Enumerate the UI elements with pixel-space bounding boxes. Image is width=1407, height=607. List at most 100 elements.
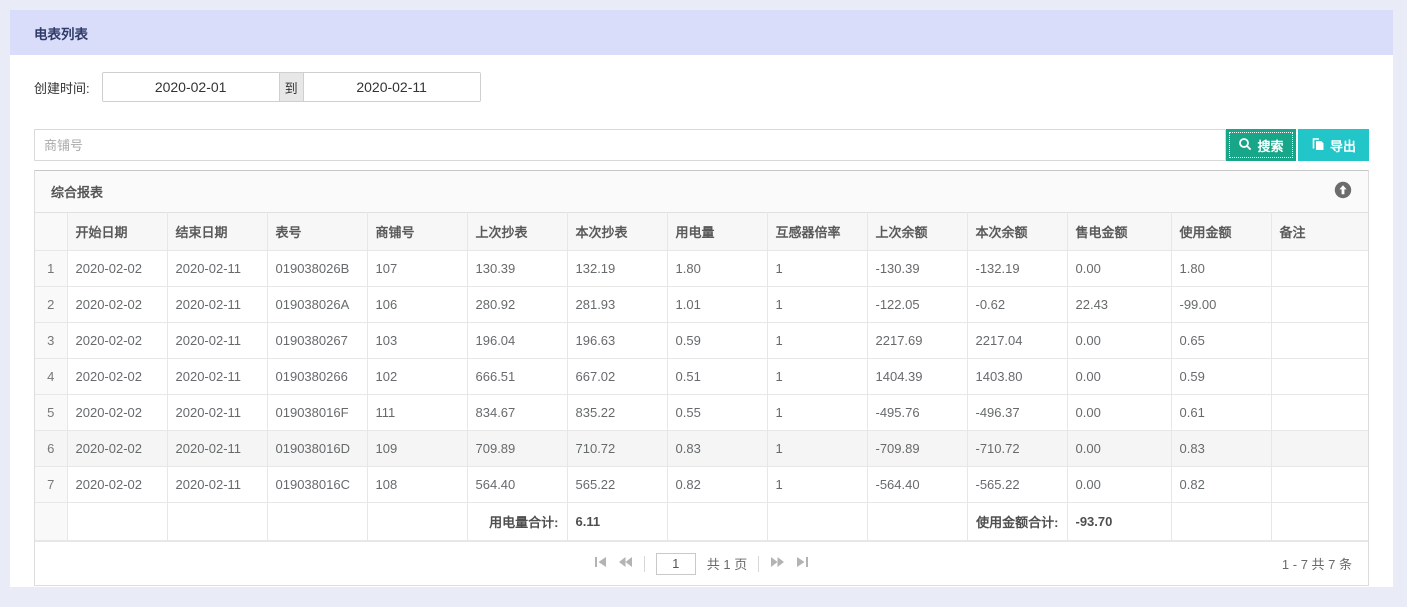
column-header[interactable]: 上次余额 [866,212,968,251]
table-cell: 2217.69 [866,322,968,359]
date-from-input[interactable] [102,73,279,101]
table-cell [1270,430,1368,467]
table-row[interactable]: 3 2020-02-02 2020-02-11 0190380267 103 196.04… [35,322,1368,359]
table-cell: 0.82 [1170,466,1272,503]
pager-controls: 共 1 页 [594,552,809,575]
card-body: 创建时间: 到 搜索 导出 [10,55,1393,586]
table-cell: 0.61 [1170,394,1272,431]
table-cell: 019038016F [266,394,368,431]
table-cell: 019038026B [266,250,368,287]
summary-empty-cell [166,502,268,541]
table-cell: 1 [766,358,868,395]
table-cell: 0.00 [1066,250,1172,287]
table-cell: 0.83 [666,430,768,467]
table-cell: -130.39 [866,250,968,287]
meter-report-table: 开始日期 结束日期 表号 商铺号 上次抄表 本次抄表 用电量 互感器倍率 上次余… [35,212,1368,541]
table-cell: 2020-02-02 [66,250,168,287]
table-cell: 2020-02-02 [66,358,168,395]
last-page-button[interactable] [796,556,809,571]
table-cell: 564.40 [466,466,568,503]
collapse-panel-button[interactable] [1334,181,1352,202]
table-cell: -565.22 [966,466,1068,503]
table-cell: 0.59 [1170,358,1272,395]
table-cell: 196.04 [466,322,568,359]
search-button[interactable]: 搜索 [1226,129,1296,161]
column-header[interactable]: 商铺号 [366,212,468,251]
table-cell: 109 [366,430,468,467]
table-row[interactable]: 5 2020-02-02 2020-02-11 019038016F 111 834.67… [35,394,1368,431]
table-cell: 0.00 [1066,394,1172,431]
column-header[interactable]: 结束日期 [166,212,268,251]
column-header[interactable]: 表号 [266,212,368,251]
row-index: 7 [35,466,68,503]
table-cell: 2020-02-02 [66,322,168,359]
panel-title: 综合报表 [51,185,104,200]
next-page-button[interactable] [770,556,785,571]
row-index: 4 [35,358,68,395]
table-cell: 2020-02-02 [66,430,168,467]
page-number-input[interactable] [655,552,696,575]
table-row[interactable]: 4 2020-02-02 2020-02-11 0190380266 102 666.51… [35,358,1368,395]
table-cell: 0.59 [666,322,768,359]
table-cell: 2020-02-11 [166,430,268,467]
table-row[interactable]: 1 2020-02-02 2020-02-11 019038026B 107 130.39… [35,250,1368,287]
table-cell: 2020-02-11 [166,250,268,287]
column-header[interactable]: 使用金额 [1170,212,1272,251]
date-to-input[interactable] [303,73,480,101]
record-range-info: 1 - 7 共 7 条 [1281,557,1352,572]
first-page-button[interactable] [594,556,607,571]
pager-divider [643,555,645,572]
table-cell: -99.00 [1170,286,1272,323]
panel-header: 综合报表 [35,171,1368,212]
total-pages-label: 共 1 页 [706,557,748,572]
prev-page-button[interactable] [618,556,633,571]
table-cell: -122.05 [866,286,968,323]
table-row[interactable]: 6 2020-02-02 2020-02-11 019038016D 109 709.89… [35,430,1368,467]
table-cell: 111 [366,394,468,431]
export-copy-icon [1311,137,1325,154]
created-time-label: 创建时间: [34,80,90,96]
export-button[interactable]: 导出 [1298,129,1369,161]
table-cell: 0.00 [1066,322,1172,359]
table-cell: 103 [366,322,468,359]
column-header[interactable]: 备注 [1270,212,1368,251]
table-cell: 22.43 [1066,286,1172,323]
usage-total-label: 用电量合计: [466,502,568,541]
table-row[interactable]: 7 2020-02-02 2020-02-11 019038016C 108 564.40… [35,466,1368,503]
summary-index-cell [35,502,68,541]
table-cell: 2217.04 [966,322,1068,359]
summary-empty-cell [366,502,468,541]
table-cell: -564.40 [866,466,968,503]
table-cell: 0190380266 [266,358,368,395]
column-header[interactable]: 互感器倍率 [766,212,868,251]
column-header[interactable]: 本次抄表 [566,212,668,251]
column-header[interactable]: 上次抄表 [466,212,568,251]
table-cell: 835.22 [566,394,668,431]
column-header[interactable]: 售电金额 [1066,212,1172,251]
table-cell: 0.00 [1066,430,1172,467]
table-cell: 0.65 [1170,322,1272,359]
table-cell: 834.67 [466,394,568,431]
row-index: 5 [35,394,68,431]
table-cell: 1 [766,286,868,323]
column-header[interactable]: 本次余额 [966,212,1068,251]
report-panel: 综合报表 开始日期 结束日 [34,170,1369,586]
export-button-label: 导出 [1329,138,1356,154]
table-row[interactable]: 2 2020-02-02 2020-02-11 019038026A 106 280.92… [35,286,1368,323]
table-cell: 1 [766,394,868,431]
prev-page-icon [618,556,633,571]
table-cell: 710.72 [566,430,668,467]
table-cell: -496.37 [966,394,1068,431]
table-cell: -132.19 [966,250,1068,287]
table-cell: -0.62 [966,286,1068,323]
table-cell: 107 [366,250,468,287]
summary-empty-cell [66,502,168,541]
shop-number-search-input[interactable] [34,129,1226,161]
column-header[interactable]: 用电量 [666,212,768,251]
last-page-icon [796,556,809,571]
table-cell: 2020-02-11 [166,466,268,503]
table-cell: 0.51 [666,358,768,395]
search-button-label: 搜索 [1257,138,1284,154]
column-header[interactable]: 开始日期 [66,212,168,251]
first-page-icon [594,556,607,571]
